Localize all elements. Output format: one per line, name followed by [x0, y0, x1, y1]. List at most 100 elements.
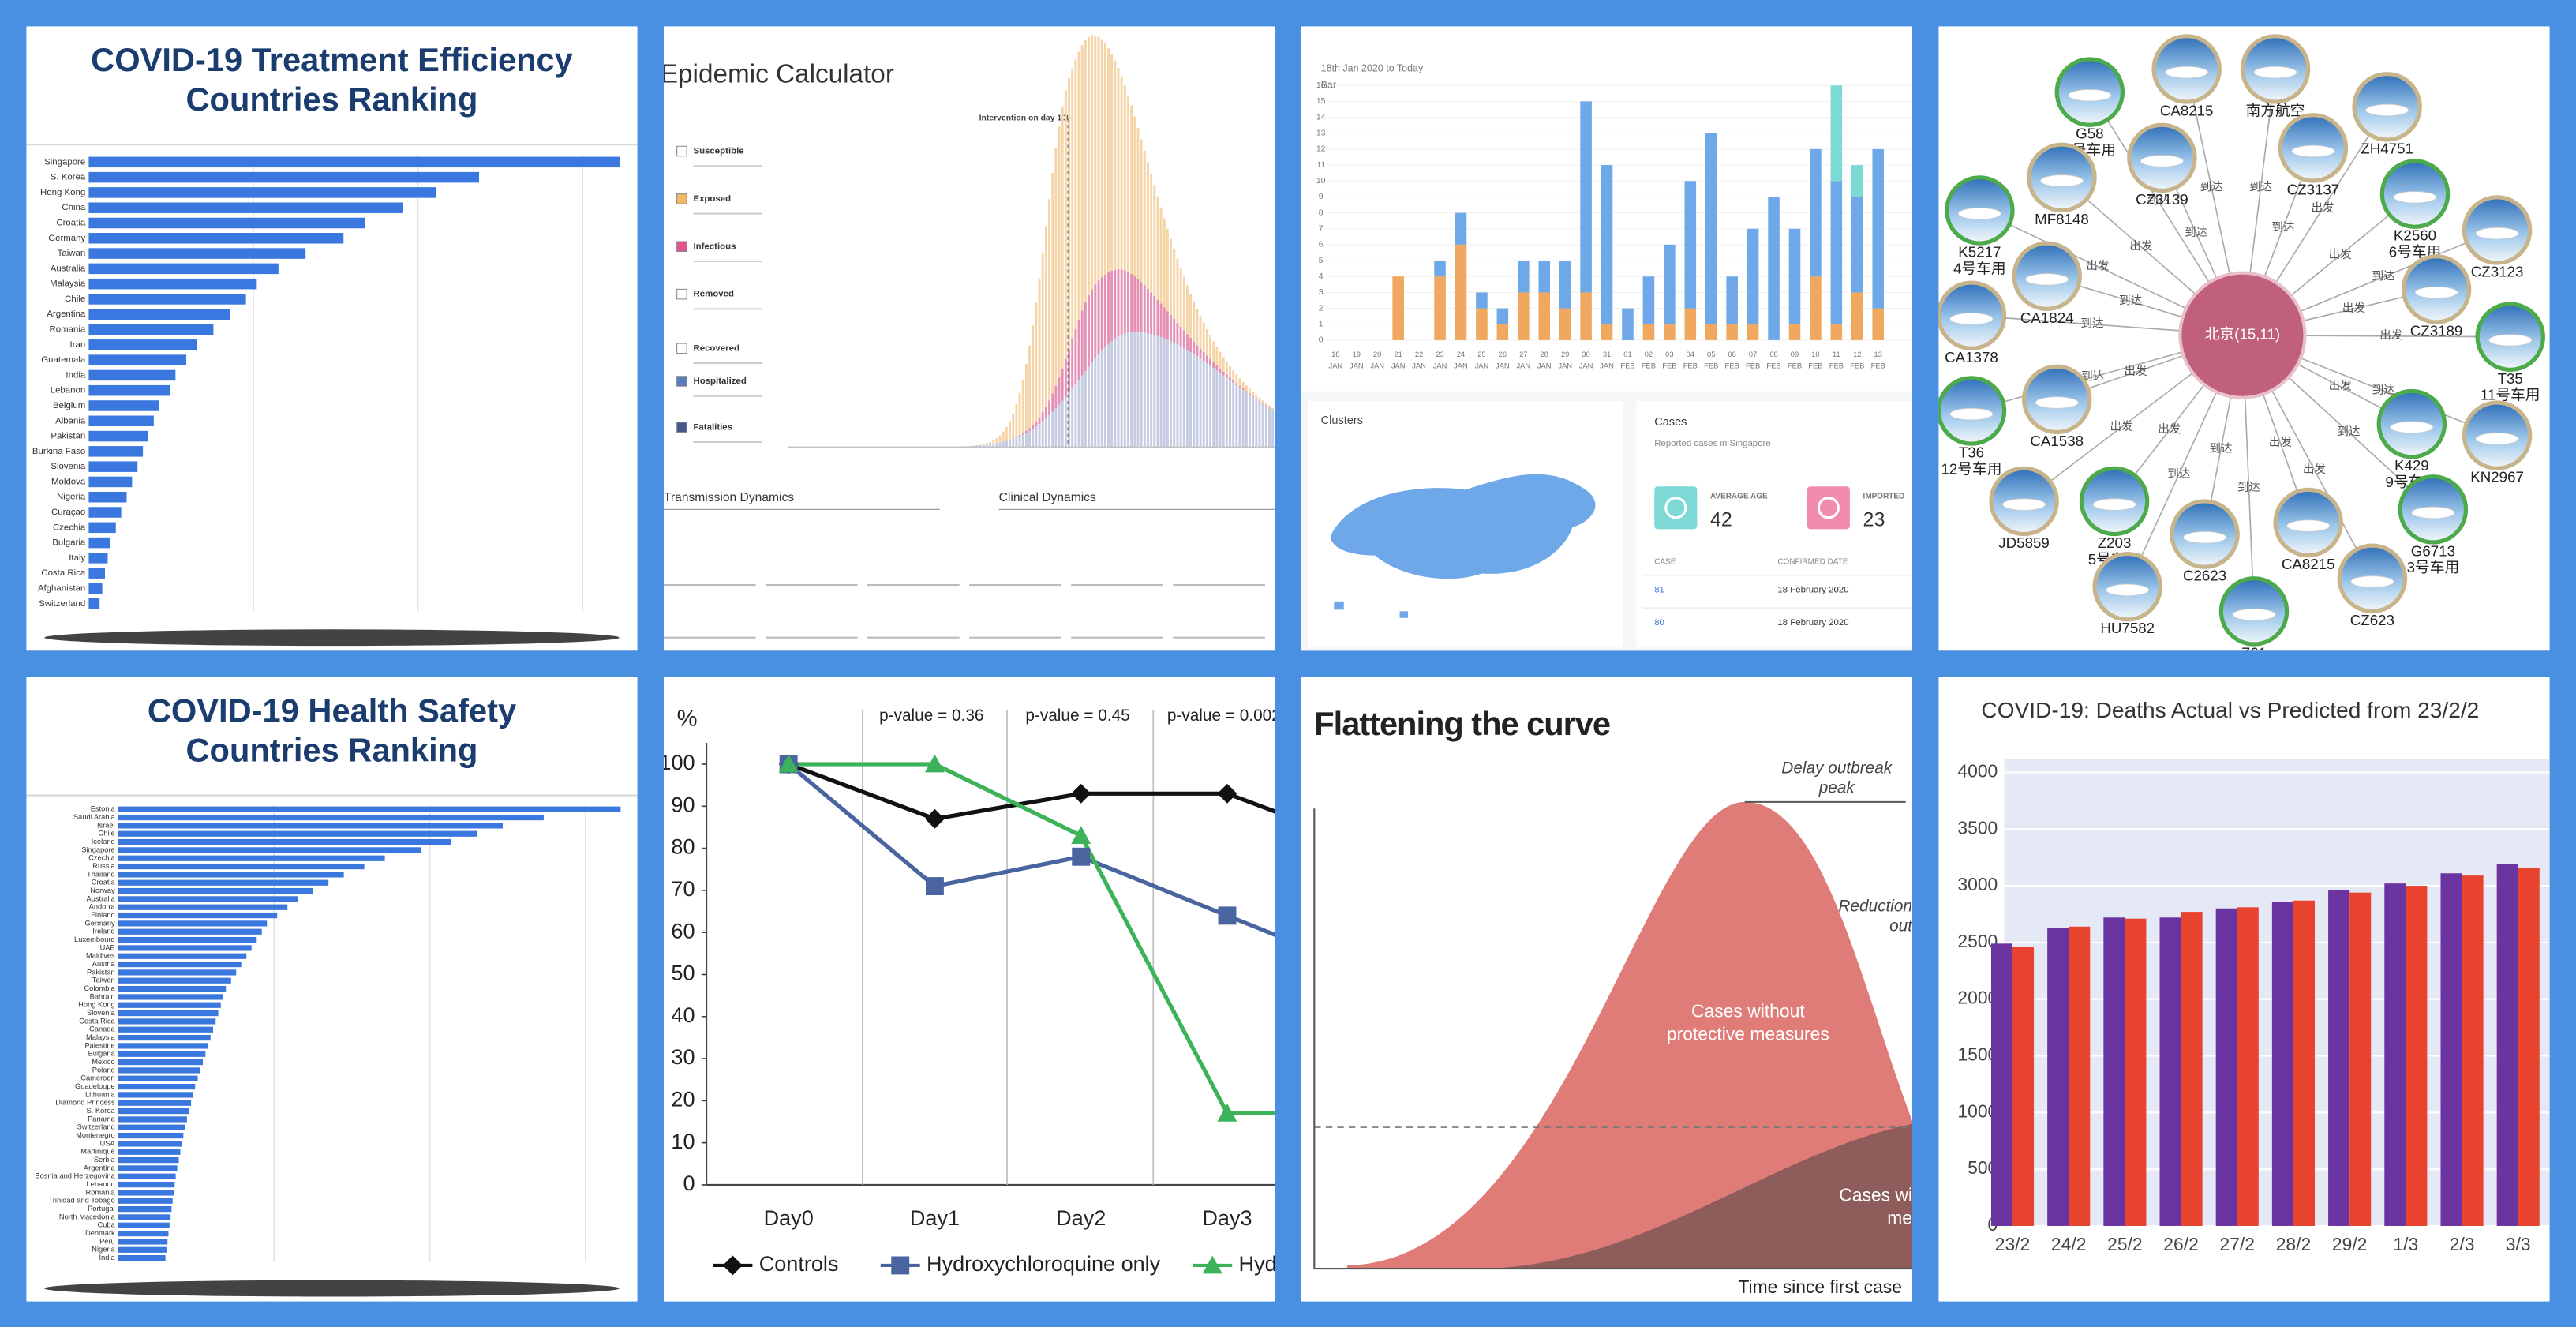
node-icon — [1957, 207, 2001, 220]
curve-bar — [1209, 365, 1211, 448]
bar — [118, 912, 278, 919]
curve-bar — [1061, 400, 1064, 448]
y-tick-label: Israel — [97, 821, 115, 829]
curve-bar — [1255, 399, 1258, 448]
curve-bar — [1028, 428, 1032, 431]
curve-bar — [995, 438, 998, 444]
y-tick-label: UAE — [100, 943, 115, 951]
y-tick-label: Argentina — [84, 1164, 116, 1171]
x-tick-month: FEB — [1662, 362, 1676, 370]
bar — [2406, 886, 2428, 1226]
edge-label: 出发 — [2110, 420, 2134, 433]
curve-bar — [1150, 173, 1153, 293]
bar — [118, 1239, 168, 1245]
bar — [88, 598, 100, 609]
node-icon — [2411, 506, 2455, 519]
curve-bar — [1185, 350, 1189, 448]
stat-glyph — [1817, 497, 1840, 519]
edge-label: 到达 — [2185, 226, 2208, 239]
x-tick-label: Day1 — [910, 1206, 960, 1230]
bar — [118, 1100, 192, 1106]
edge-label: 出发 — [2379, 329, 2403, 343]
curve-bar — [1120, 334, 1123, 448]
y-tick-label: Estonia — [91, 805, 116, 813]
curve-bar — [1064, 396, 1067, 448]
curve-bar — [985, 443, 988, 445]
curve-bar — [1153, 295, 1156, 335]
curve-bar — [1012, 438, 1015, 448]
x-tick-day: 02 — [1645, 350, 1653, 358]
stat-icon — [1654, 486, 1698, 530]
bar — [118, 1222, 170, 1228]
edge — [2263, 178, 2303, 277]
curve-bar — [1051, 411, 1054, 448]
bar — [88, 415, 154, 427]
panel-title: Countries Ranking — [185, 731, 477, 768]
curve-bar — [1018, 436, 1021, 448]
curve-bar — [1035, 426, 1038, 448]
curve-bar — [1143, 150, 1146, 286]
x-tick-day: 30 — [1582, 350, 1589, 358]
legend-label: Controls — [759, 1252, 839, 1276]
node-label: ZH4751 — [2361, 140, 2413, 156]
curve-bar — [998, 435, 1002, 443]
curve-bar — [1202, 352, 1205, 362]
bar — [118, 961, 242, 968]
bar — [88, 491, 127, 503]
edge — [2174, 187, 2218, 279]
y-tick-label: Poland — [92, 1066, 115, 1074]
curve-bar — [1146, 333, 1149, 448]
bar-segment — [1788, 228, 1801, 324]
bar — [118, 1075, 198, 1081]
curve-bar — [1051, 173, 1054, 394]
curve-bar — [1245, 392, 1248, 448]
x-tick-label: 3/3 — [2506, 1234, 2531, 1254]
bar — [118, 1230, 169, 1237]
curve-bar — [1061, 368, 1064, 401]
table-header: CASE — [1654, 558, 1676, 567]
y-tick-label: 4000 — [1957, 760, 1998, 781]
curve-bar — [1091, 289, 1094, 363]
curve-bar — [1182, 276, 1185, 331]
curve-bar — [1120, 269, 1123, 335]
x-tick-day: 18 — [1331, 350, 1339, 358]
edge — [2210, 396, 2232, 502]
bar-segment — [1747, 228, 1759, 324]
curve-bar — [1232, 370, 1235, 380]
bar-segment — [1852, 197, 1863, 293]
y-tick-label: Switzerland — [39, 599, 85, 609]
curve-bar — [1024, 363, 1028, 431]
x-tick-day: 04 — [1687, 350, 1694, 358]
bar — [88, 233, 344, 244]
node-label: HU7582 — [2100, 620, 2155, 636]
curve-bar — [1264, 405, 1267, 448]
curve-bar — [1170, 238, 1173, 316]
y-tick-label: China — [62, 203, 86, 212]
curve-label: Cases wi — [1839, 1185, 1912, 1205]
curve-bar — [1038, 417, 1041, 424]
y-tick-label: 0 — [1319, 336, 1324, 345]
y-tick-label: 50 — [671, 962, 695, 985]
x-tick-day: 06 — [1728, 350, 1735, 358]
node-icon — [2165, 66, 2209, 79]
node-label: Z203 — [2098, 534, 2132, 551]
curve-bar — [1021, 379, 1024, 433]
x-tick-month: JAN — [1579, 362, 1593, 370]
x-tick-label: 24/2 — [2051, 1234, 2087, 1254]
shadow — [44, 1280, 620, 1297]
curve-bar — [1189, 351, 1193, 448]
edge — [2290, 214, 2391, 297]
edge-label: 出发 — [2342, 302, 2366, 315]
y-tick-label: 60 — [671, 919, 695, 943]
bar — [118, 985, 227, 992]
y-tick-label: Montenegro — [76, 1131, 115, 1139]
curve-bar — [989, 444, 992, 448]
curve-bar — [1088, 294, 1090, 367]
x-tick-day: 19 — [1353, 350, 1361, 358]
legend-label: Hydr — [1239, 1252, 1284, 1276]
y-tick-label: Bosnia and Herzegovina — [35, 1172, 115, 1180]
curve-bar — [1193, 341, 1196, 354]
bar — [2293, 900, 2316, 1226]
